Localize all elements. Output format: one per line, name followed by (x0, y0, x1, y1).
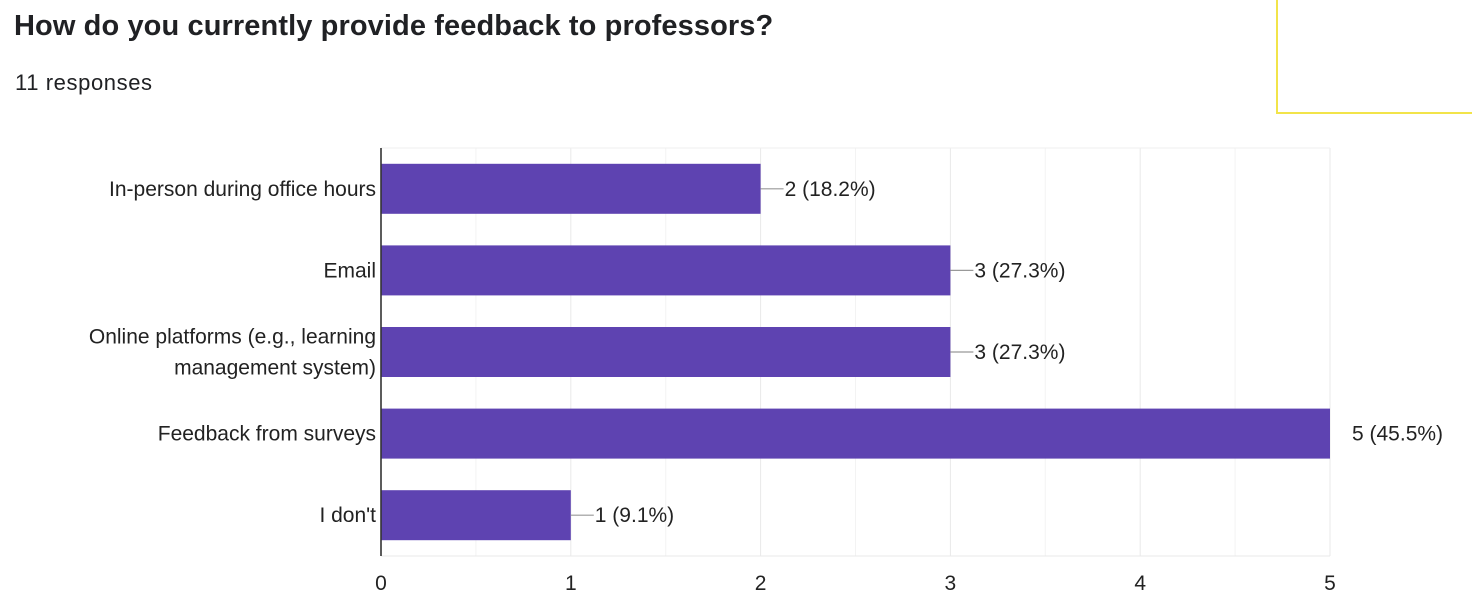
x-tick-label: 1 (565, 572, 577, 595)
corner-frame (1276, 0, 1472, 114)
x-tick-label: 2 (755, 572, 767, 595)
data-label: 3 (27.3%) (974, 341, 1065, 364)
x-tick-label: 5 (1324, 572, 1336, 595)
bar (381, 408, 1330, 459)
data-label: 3 (27.3%) (974, 259, 1065, 282)
data-label: 5 (45.5%) (1352, 423, 1443, 446)
category-label: I don't (319, 504, 376, 527)
category-label: Feedback from surveys (158, 423, 376, 446)
data-label: 2 (18.2%) (785, 178, 876, 201)
x-tick-label: 0 (375, 572, 387, 595)
category-label: In-person during office hours (109, 178, 376, 201)
category-label: management system) (174, 357, 376, 380)
bar (381, 327, 951, 377)
x-tick-label: 4 (1134, 572, 1146, 595)
x-tick-label: 3 (945, 572, 957, 595)
category-label: Email (323, 259, 376, 282)
bar (381, 245, 951, 296)
bar (381, 163, 761, 214)
data-label: 1 (9.1%) (595, 504, 674, 527)
response-count: 11 responses (15, 70, 153, 95)
question-title: How do you currently provide feedback to… (14, 10, 774, 42)
category-label: Online platforms (e.g., learning (89, 326, 376, 349)
bar (381, 490, 571, 541)
